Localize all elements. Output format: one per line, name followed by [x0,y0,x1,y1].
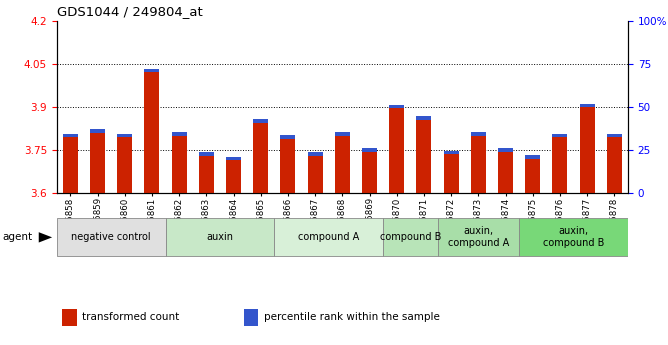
Bar [525,159,540,193]
Text: auxin: auxin [206,232,233,242]
Text: auxin,
compound A: auxin, compound A [448,226,509,248]
Bar [335,136,350,193]
Bar [144,69,160,72]
Bar [525,155,540,159]
Bar [199,156,214,193]
Text: compound B: compound B [379,232,441,242]
Bar [244,309,259,326]
Bar [253,119,269,123]
Bar [118,137,132,193]
Text: transformed count: transformed count [82,313,180,322]
Bar [580,107,595,193]
Bar [335,132,350,136]
Text: GDS1044 / 249804_at: GDS1044 / 249804_at [57,5,202,18]
Bar [471,136,486,193]
Bar [389,105,404,108]
Bar [552,134,567,137]
Bar [362,151,377,193]
Bar [172,132,186,136]
Bar [438,218,519,256]
Bar [281,139,295,193]
Bar [552,137,567,193]
Bar [226,160,241,193]
Text: agent: agent [2,233,32,242]
Bar [90,129,105,133]
Text: auxin,
compound B: auxin, compound B [543,226,605,248]
Bar [118,134,132,137]
Bar [308,156,323,193]
Bar [199,152,214,156]
Bar [226,157,241,160]
Bar [580,104,595,107]
Text: negative control: negative control [71,232,151,242]
Bar [63,134,78,137]
Bar [416,117,432,120]
Bar [166,218,275,256]
Bar [63,309,77,326]
Bar [383,218,438,256]
Bar [275,218,383,256]
Bar [416,120,432,193]
Bar [444,151,459,155]
Bar [57,218,166,256]
Bar [389,108,404,193]
Bar [607,137,622,193]
Bar [471,132,486,136]
Text: percentile rank within the sample: percentile rank within the sample [264,313,440,322]
Bar [607,134,622,137]
Bar [519,218,628,256]
Bar [253,123,269,193]
Bar [362,148,377,151]
Bar [63,137,78,193]
Bar [172,136,186,193]
Bar [281,135,295,139]
Bar [90,133,105,193]
Bar [498,151,513,193]
Bar [498,148,513,151]
Bar [144,72,160,193]
Text: compound A: compound A [298,232,359,242]
Bar [444,155,459,193]
Bar [308,152,323,156]
